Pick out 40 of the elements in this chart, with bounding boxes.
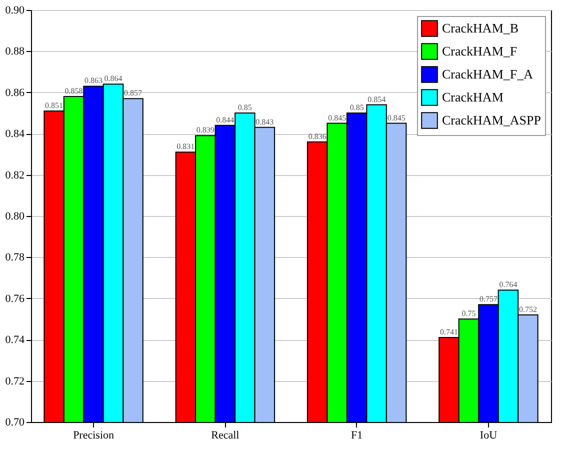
y-tick-label: 0.86 xyxy=(5,86,25,99)
data-label: 0.845 xyxy=(328,113,346,122)
x-tick-label: F1 xyxy=(351,430,363,442)
data-label: 0.85 xyxy=(350,103,364,112)
data-label: 0.863 xyxy=(84,76,103,86)
data-label: 0.845 xyxy=(387,113,406,122)
y-tick-label: 0.84 xyxy=(5,128,25,140)
data-label: 0.85 xyxy=(238,103,252,112)
y-tick-label: 0.78 xyxy=(5,252,25,264)
data-label: 0.843 xyxy=(256,117,274,126)
x-tick-label: IoU xyxy=(480,430,498,442)
y-tick-label: 0.76 xyxy=(5,292,25,305)
legend-label: CrackHAM xyxy=(442,90,504,104)
data-label: 0.75 xyxy=(462,309,476,318)
data-label: 0.857 xyxy=(124,88,142,98)
data-label: 0.836 xyxy=(308,132,326,141)
data-label: 0.757 xyxy=(479,294,498,304)
y-tick-label: 0.88 xyxy=(5,46,25,58)
legend-label: CrackHAM_B xyxy=(442,20,519,36)
data-label: 0.741 xyxy=(440,328,458,337)
data-label: 0.844 xyxy=(216,115,234,124)
x-tick-label: Recall xyxy=(211,430,240,442)
data-label: 0.854 xyxy=(368,94,386,104)
data-label: 0.752 xyxy=(518,304,537,314)
x-tick-label: Precision xyxy=(73,430,114,442)
data-label: 0.839 xyxy=(196,126,214,135)
data-label: 0.831 xyxy=(176,142,195,152)
legend-label: CrackHAM_ASPP xyxy=(442,112,541,128)
data-label: 0.851 xyxy=(45,100,64,110)
y-tick-label: 0.90 xyxy=(5,4,25,16)
legend-label: CrackHAM_F xyxy=(442,44,518,58)
y-tick-label: 0.80 xyxy=(5,210,25,222)
y-tick-label: 0.82 xyxy=(5,169,24,182)
y-tick-label: 0.72 xyxy=(5,375,24,388)
legend-label: CrackHAM_F_A xyxy=(442,66,534,82)
data-label: 0.864 xyxy=(104,74,122,84)
data-label: 0.764 xyxy=(499,280,518,290)
data-label: 0.858 xyxy=(64,86,83,96)
y-tick-label: 0.74 xyxy=(5,334,25,346)
y-tick-label: 0.70 xyxy=(5,416,25,428)
